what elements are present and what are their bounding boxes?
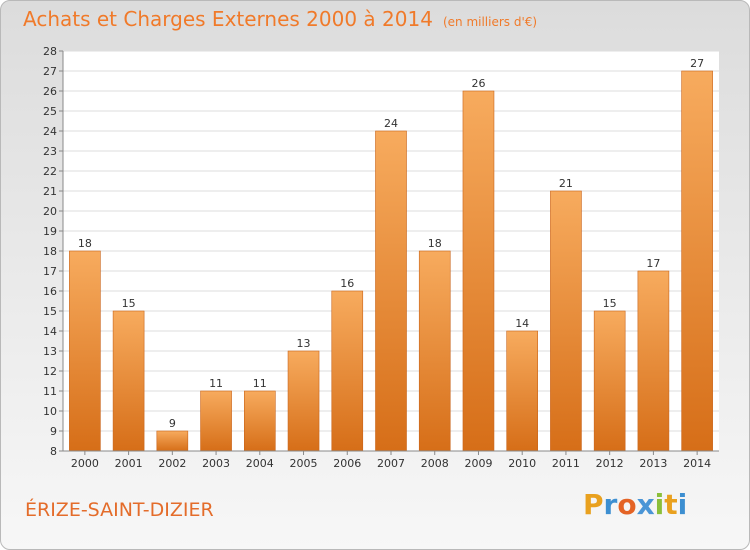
y-tick-label: 17 bbox=[43, 265, 57, 278]
bar bbox=[550, 190, 582, 452]
bar bbox=[112, 310, 145, 452]
logo-letter: i bbox=[654, 488, 665, 521]
x-tick-label: 2005 bbox=[290, 457, 318, 470]
x-tick-label: 2009 bbox=[464, 457, 492, 470]
y-tick-label: 19 bbox=[43, 225, 57, 238]
x-tick-label: 2007 bbox=[377, 457, 405, 470]
y-tick-label: 16 bbox=[43, 285, 57, 298]
logo-letter: r bbox=[603, 488, 618, 521]
y-tick-label: 27 bbox=[43, 65, 57, 78]
bar bbox=[200, 390, 232, 452]
logo-letter: i bbox=[677, 488, 688, 521]
bar bbox=[375, 130, 407, 452]
bar-value-label: 14 bbox=[515, 317, 529, 330]
y-tick-label: 23 bbox=[43, 145, 57, 158]
bar bbox=[681, 70, 713, 452]
y-tick-label: 20 bbox=[43, 205, 57, 218]
bar bbox=[69, 250, 101, 452]
y-tick-label: 15 bbox=[43, 305, 57, 318]
y-tick-label: 12 bbox=[43, 365, 57, 378]
bar-value-label: 15 bbox=[122, 297, 136, 310]
bar bbox=[156, 430, 189, 452]
bar bbox=[331, 290, 364, 452]
bar bbox=[637, 270, 670, 452]
chart-subtitle: (en milliers d'€) bbox=[442, 15, 538, 29]
x-tick-label: 2011 bbox=[552, 457, 580, 470]
bar-value-label: 11 bbox=[209, 377, 223, 390]
bar bbox=[462, 90, 495, 452]
y-tick-label: 9 bbox=[50, 425, 57, 438]
bar bbox=[287, 350, 320, 452]
bar-value-label: 9 bbox=[169, 417, 176, 430]
x-tick-label: 2000 bbox=[71, 457, 99, 470]
bar-value-label: 26 bbox=[471, 77, 485, 90]
x-tick-label: 2012 bbox=[596, 457, 624, 470]
x-tick-label: 2014 bbox=[683, 457, 711, 470]
y-tick-label: 18 bbox=[43, 245, 57, 258]
y-tick-label: 28 bbox=[43, 45, 57, 58]
x-tick-label: 2002 bbox=[158, 457, 186, 470]
chart-title-text: Achats et Charges Externes 2000 à 2014 bbox=[23, 7, 433, 31]
y-tick-label: 22 bbox=[43, 165, 57, 178]
chart-title: Achats et Charges Externes 2000 à 2014 (e… bbox=[23, 7, 537, 31]
bar-value-label: 16 bbox=[340, 277, 354, 290]
x-tick-label: 2008 bbox=[421, 457, 449, 470]
y-tick-label: 11 bbox=[43, 385, 57, 398]
y-tick-label: 13 bbox=[43, 345, 57, 358]
y-tick-label: 25 bbox=[43, 105, 57, 118]
x-tick-label: 2004 bbox=[246, 457, 274, 470]
x-tick-label: 2010 bbox=[508, 457, 536, 470]
x-tick-label: 2001 bbox=[115, 457, 143, 470]
bar bbox=[418, 250, 451, 452]
y-tick-label: 24 bbox=[43, 125, 57, 138]
x-tick-label: 2003 bbox=[202, 457, 230, 470]
logo-letter: o bbox=[617, 488, 637, 521]
bar bbox=[506, 330, 539, 452]
y-tick-label: 8 bbox=[50, 445, 57, 458]
bar-value-label: 11 bbox=[253, 377, 267, 390]
location-label: ÉRIZE-SAINT-DIZIER bbox=[25, 499, 214, 521]
bar-value-label: 15 bbox=[603, 297, 617, 310]
y-tick-label: 26 bbox=[43, 85, 57, 98]
bar-value-label: 24 bbox=[384, 117, 398, 130]
bar-value-label: 17 bbox=[646, 257, 660, 270]
logo-letter: t bbox=[664, 488, 678, 521]
y-tick-label: 14 bbox=[43, 325, 57, 338]
y-tick-label: 10 bbox=[43, 405, 57, 418]
proxiti-logo: Proxiti bbox=[583, 488, 687, 521]
bar bbox=[593, 310, 626, 452]
x-tick-label: 2013 bbox=[639, 457, 667, 470]
logo-letter: P bbox=[583, 488, 604, 521]
bar-value-label: 27 bbox=[690, 57, 704, 70]
y-tick-label: 21 bbox=[43, 185, 57, 198]
bar bbox=[244, 390, 276, 452]
logo-letter: x bbox=[636, 488, 655, 521]
bar-value-label: 21 bbox=[559, 177, 573, 190]
x-tick-label: 2006 bbox=[333, 457, 361, 470]
bar-value-label: 13 bbox=[297, 337, 311, 350]
bar-value-label: 18 bbox=[78, 237, 92, 250]
bar-value-label: 18 bbox=[428, 237, 442, 250]
